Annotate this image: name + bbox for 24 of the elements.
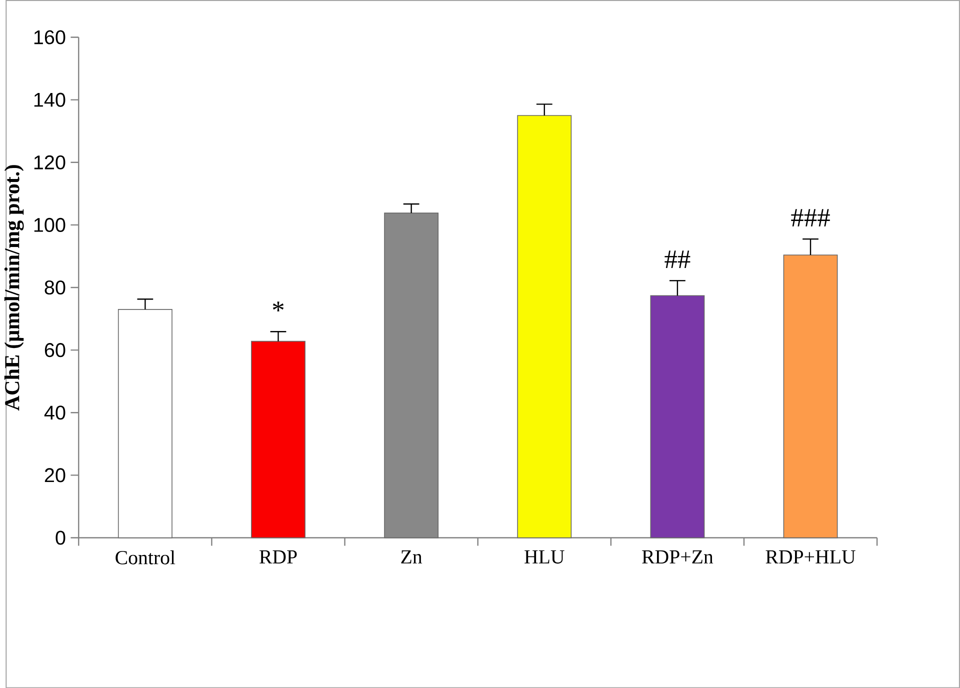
x-tick-label: HLU <box>524 550 564 564</box>
bar <box>118 308 172 538</box>
y-tick-label: 40 <box>44 405 66 420</box>
y-tick-label: 160 <box>34 30 66 44</box>
bar <box>517 114 572 538</box>
y-tick-label: 20 <box>44 468 66 482</box>
annotation: * <box>272 302 284 312</box>
x-tick-label: RDP+Zn <box>642 550 714 564</box>
bar <box>251 340 306 538</box>
y-tick-label: 60 <box>44 342 66 357</box>
y-tick-label: 0 <box>56 530 66 545</box>
y-tick-label: 120 <box>34 155 66 170</box>
bar <box>783 254 838 538</box>
annotation: ## <box>664 250 690 268</box>
y-tick-label: 80 <box>44 280 66 294</box>
bar <box>650 295 705 538</box>
annotation: ### <box>791 208 830 226</box>
y-tick-label: 100 <box>34 218 66 232</box>
y-axis-title: AChE (µmol/min/mg prot.) <box>4 165 24 410</box>
x-tick-label: RDP+HLU <box>766 550 856 564</box>
y-tick-label: 140 <box>34 92 66 107</box>
x-tick-label: RDP <box>260 550 297 564</box>
x-tick-label: Zn <box>401 550 422 564</box>
x-tick-label: Control <box>116 550 176 564</box>
